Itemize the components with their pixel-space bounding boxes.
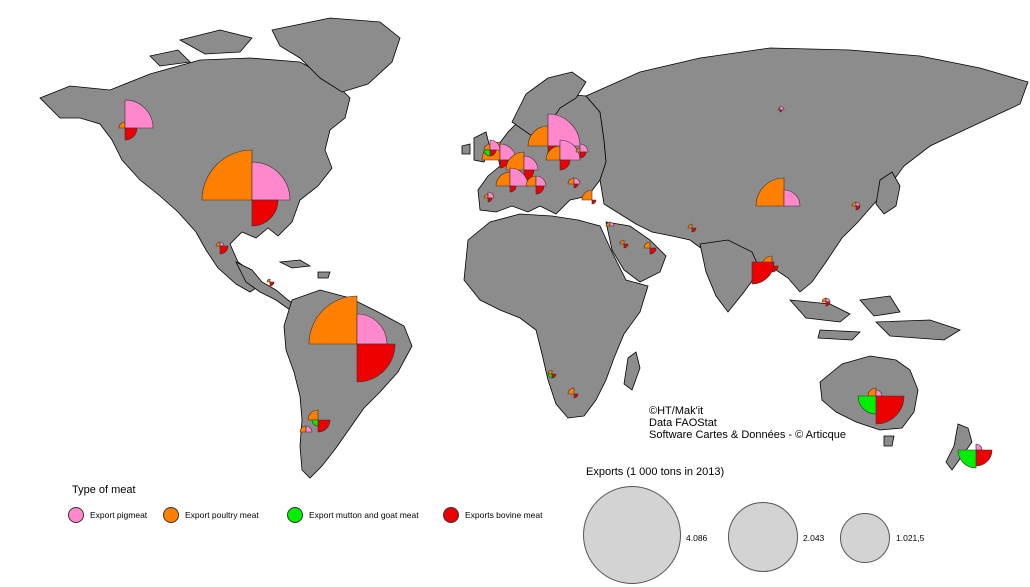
pigmeat-quadrant [487, 191, 495, 199]
pigmeat-quadrant [547, 113, 581, 147]
bovine-quadrant [499, 159, 509, 169]
japan-islands [875, 171, 901, 215]
mutton-goat-quadrant [957, 449, 977, 469]
pigmeat-quadrant [573, 177, 581, 185]
bovine-quadrant [573, 183, 579, 189]
size-value-medium: 2.043 [803, 533, 825, 543]
new-zealand [945, 423, 973, 471]
pigmeat-quadrant [489, 139, 501, 151]
bovine-quadrant [219, 245, 229, 255]
bovine-quadrant [623, 243, 629, 249]
pigmeat-quadrant [251, 161, 291, 201]
pigmeat-quadrant [535, 175, 547, 187]
bovine-quadrant [579, 151, 587, 159]
size-value-small: 1.021,5 [896, 533, 925, 543]
pigmeat-quadrant [124, 99, 154, 129]
arctic-islands [149, 29, 253, 67]
bovine-quadrant [855, 205, 861, 211]
bovine-quadrant [779, 109, 783, 113]
pigmeat-quadrant [609, 221, 615, 227]
caribbean-islands [278, 259, 331, 279]
mutton-goat-quadrant [857, 395, 877, 415]
legend-item-pigmeat: Export pigmeat [68, 507, 147, 523]
poultry-quadrant [308, 295, 358, 345]
tasmania [883, 435, 895, 447]
poultry-quadrant [527, 125, 549, 147]
asia-landmass [585, 47, 1029, 293]
southeast-asia-islands [789, 295, 961, 341]
poultry-quadrant [307, 409, 319, 421]
pigmeat-quadrant [305, 425, 313, 433]
poultry-quadrant [505, 151, 525, 171]
bovine-swatch [443, 507, 459, 523]
legend-label: Export mutton and goat meat [309, 510, 419, 520]
pigmeat-swatch [68, 507, 84, 523]
mutton-goat-quadrant [483, 149, 491, 157]
poultry-quadrant [821, 297, 827, 303]
bovine-quadrant [825, 301, 831, 307]
pigmeat-quadrant [779, 105, 785, 111]
pigmeat-quadrant [523, 155, 539, 171]
bovine-quadrant [649, 247, 657, 255]
size-circle-large [583, 486, 681, 584]
legend-title: Type of meat [72, 484, 136, 496]
poultry-quadrant [266, 278, 271, 283]
bovine-quadrant [535, 185, 545, 195]
poultry-quadrant [567, 387, 575, 395]
bovine-quadrant [559, 159, 571, 171]
pigmeat-quadrant [579, 143, 589, 153]
size-value-large: 4.086 [686, 533, 708, 543]
bovine-quadrant [317, 419, 331, 433]
pigmeat-quadrant [975, 443, 983, 451]
mutton-goat-swatch [287, 507, 303, 523]
bovine-quadrant [251, 199, 279, 227]
indian-subcontinent [699, 239, 761, 313]
africa-landmass [463, 213, 649, 419]
mutton-goat-quadrant [311, 419, 319, 427]
legend-label: Export poultry meat [185, 510, 259, 520]
bovine-quadrant [509, 185, 517, 193]
bovine-quadrant [591, 199, 597, 205]
credit-line-1: ©HT/Mak'it [649, 405, 704, 417]
legend-item-poultry: Export poultry meat [163, 507, 259, 523]
pigmeat-quadrant [825, 297, 831, 303]
arabian-peninsula [605, 221, 667, 283]
north-america-landmass [39, 57, 351, 293]
export-symbols-layer [118, 99, 993, 469]
credit-line-3: Software Cartes & Données - © Articque [649, 429, 847, 441]
pigmeat-quadrant [783, 189, 801, 207]
size-circle-small [840, 513, 890, 563]
madagascar [623, 351, 641, 391]
bovine-quadrant [691, 227, 697, 233]
poultry-quadrant [687, 223, 693, 229]
poultry-quadrant [299, 425, 307, 433]
legend-item-bovine: Exports bovine meat [443, 507, 542, 523]
mutton-goat-quadrant [547, 373, 553, 379]
bovine-quadrant [751, 261, 775, 285]
legend-label: Exports bovine meat [465, 510, 543, 520]
poultry-swatch [163, 507, 179, 523]
poultry-quadrant [755, 177, 785, 207]
legend-label: Export pigmeat [90, 510, 148, 520]
size-legend-title: Exports (1 000 tons in 2013) [586, 466, 725, 478]
bovine-quadrant [487, 197, 493, 203]
bovine-quadrant [573, 393, 579, 399]
bovine-quadrant [875, 395, 905, 425]
bovine-quadrant [269, 281, 275, 287]
bovine-quadrant [356, 343, 396, 383]
poultry-quadrant [619, 239, 625, 245]
poultry-quadrant [643, 241, 651, 249]
bovine-quadrant [124, 127, 138, 141]
pigmeat-quadrant [356, 313, 388, 345]
pigmeat-quadrant [559, 139, 581, 161]
greenland-landmass [271, 17, 401, 93]
size-circle-medium [728, 502, 798, 572]
bovine-quadrant [975, 449, 993, 467]
poultry-quadrant [581, 189, 593, 201]
poultry-quadrant [201, 149, 253, 201]
legend-item-mutton-goat: Export mutton and goat meat [287, 507, 419, 523]
credit-line-2: Data FAOStat [649, 417, 717, 429]
